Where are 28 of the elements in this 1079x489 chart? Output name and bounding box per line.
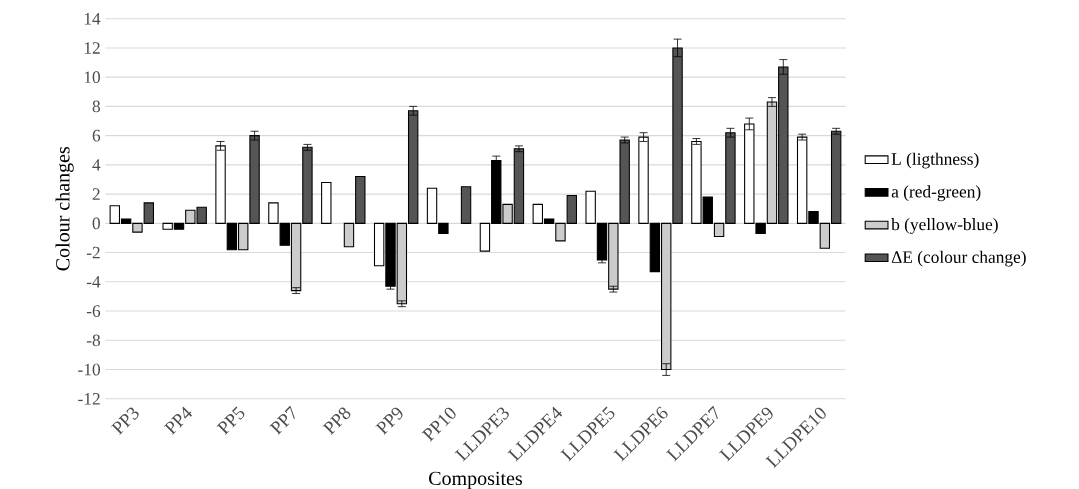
y-tick-label: -12 <box>78 392 100 405</box>
x-tick-label: PP5 <box>216 406 245 435</box>
y-tick-label: 2 <box>92 188 100 200</box>
y-tick-label: -6 <box>86 305 101 317</box>
x-tick-label: PP7 <box>269 405 295 435</box>
bar <box>321 181 332 224</box>
bar <box>460 186 472 224</box>
legend-label: ΔE (colour change) <box>891 250 1026 267</box>
legend-label: b (yellow-blue) <box>891 217 998 234</box>
x-tick-label: PP3 <box>110 407 139 435</box>
y-tick-label: -2 <box>86 246 100 259</box>
y-tick-label: -4 <box>86 275 101 288</box>
y-tick-label: -8 <box>86 334 100 346</box>
x-tick-label: PP8 <box>322 407 351 435</box>
legend-label: a (red-green) <box>891 185 981 201</box>
y-tick-label: -10 <box>78 363 100 376</box>
y-tick-label: 10 <box>84 71 100 83</box>
y-tick-label: 4 <box>92 158 101 171</box>
y-tick-label: 6 <box>92 129 101 142</box>
y-tick-label: 0 <box>92 217 100 229</box>
x-axis-title: Composites <box>429 471 522 489</box>
y-tick-label: 8 <box>92 100 100 113</box>
y-tick-label: 14 <box>84 12 101 25</box>
y-tick-label: 12 <box>84 41 100 54</box>
x-tick-label: PP9 <box>375 407 403 435</box>
y-axis-title: Colour changes <box>55 146 74 271</box>
x-tick-label: PP4 <box>163 406 192 435</box>
legend-label: L (ligthness) <box>891 152 979 169</box>
